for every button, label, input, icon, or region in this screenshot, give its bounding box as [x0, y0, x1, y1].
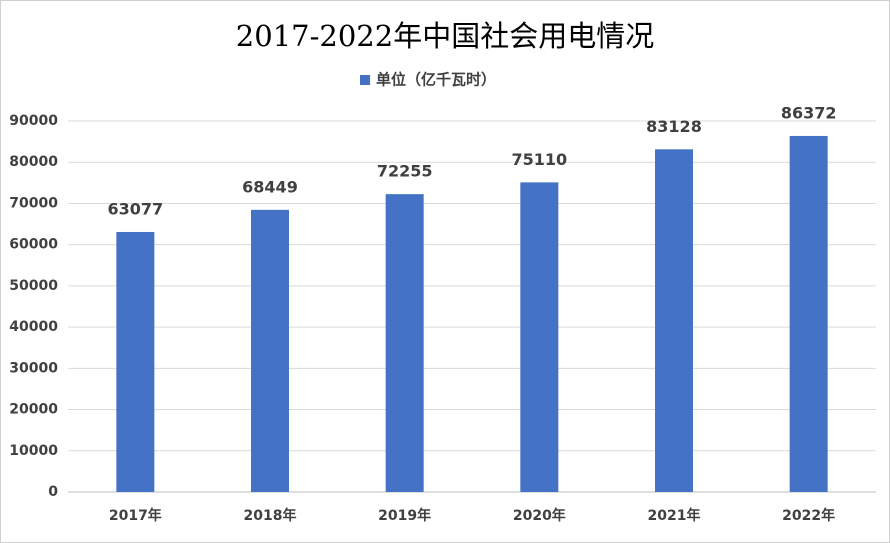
- y-tick-label: 90000: [9, 113, 58, 129]
- y-tick-label: 0: [48, 484, 58, 500]
- y-tick-label: 50000: [9, 278, 58, 294]
- chart-title: 2017-2022年中国社会用电情况: [236, 19, 654, 53]
- y-tick-label: 60000: [9, 237, 58, 253]
- bar: [116, 231, 155, 492]
- data-label: 86372: [781, 103, 837, 122]
- x-tick-label: 2019年: [378, 507, 431, 524]
- x-tick-label: 2021年: [648, 507, 701, 524]
- data-label: 75110: [511, 150, 567, 169]
- x-tick-label: 2018年: [244, 507, 297, 524]
- x-tick-label: 2017年: [109, 507, 162, 524]
- y-tick-label: 30000: [9, 360, 58, 376]
- bar: [251, 209, 289, 492]
- y-tick-label: 80000: [9, 154, 58, 170]
- bar: [385, 194, 424, 492]
- data-label: 83128: [646, 117, 702, 136]
- bar: [520, 182, 559, 492]
- legend-swatch: [360, 75, 370, 85]
- y-tick-label: 40000: [9, 319, 58, 335]
- bar: [655, 149, 693, 492]
- data-label: 72255: [377, 162, 433, 181]
- y-tick-label: 10000: [9, 443, 58, 459]
- x-tick-label: 2022年: [782, 507, 835, 524]
- data-label: 68449: [242, 177, 298, 196]
- y-tick-label: 20000: [9, 402, 58, 418]
- bar: [789, 135, 828, 492]
- x-tick-label: 2020年: [513, 507, 566, 524]
- data-label: 63077: [107, 199, 163, 218]
- legend-label: 单位（亿千瓦时）: [376, 71, 496, 89]
- y-tick-label: 70000: [9, 195, 58, 211]
